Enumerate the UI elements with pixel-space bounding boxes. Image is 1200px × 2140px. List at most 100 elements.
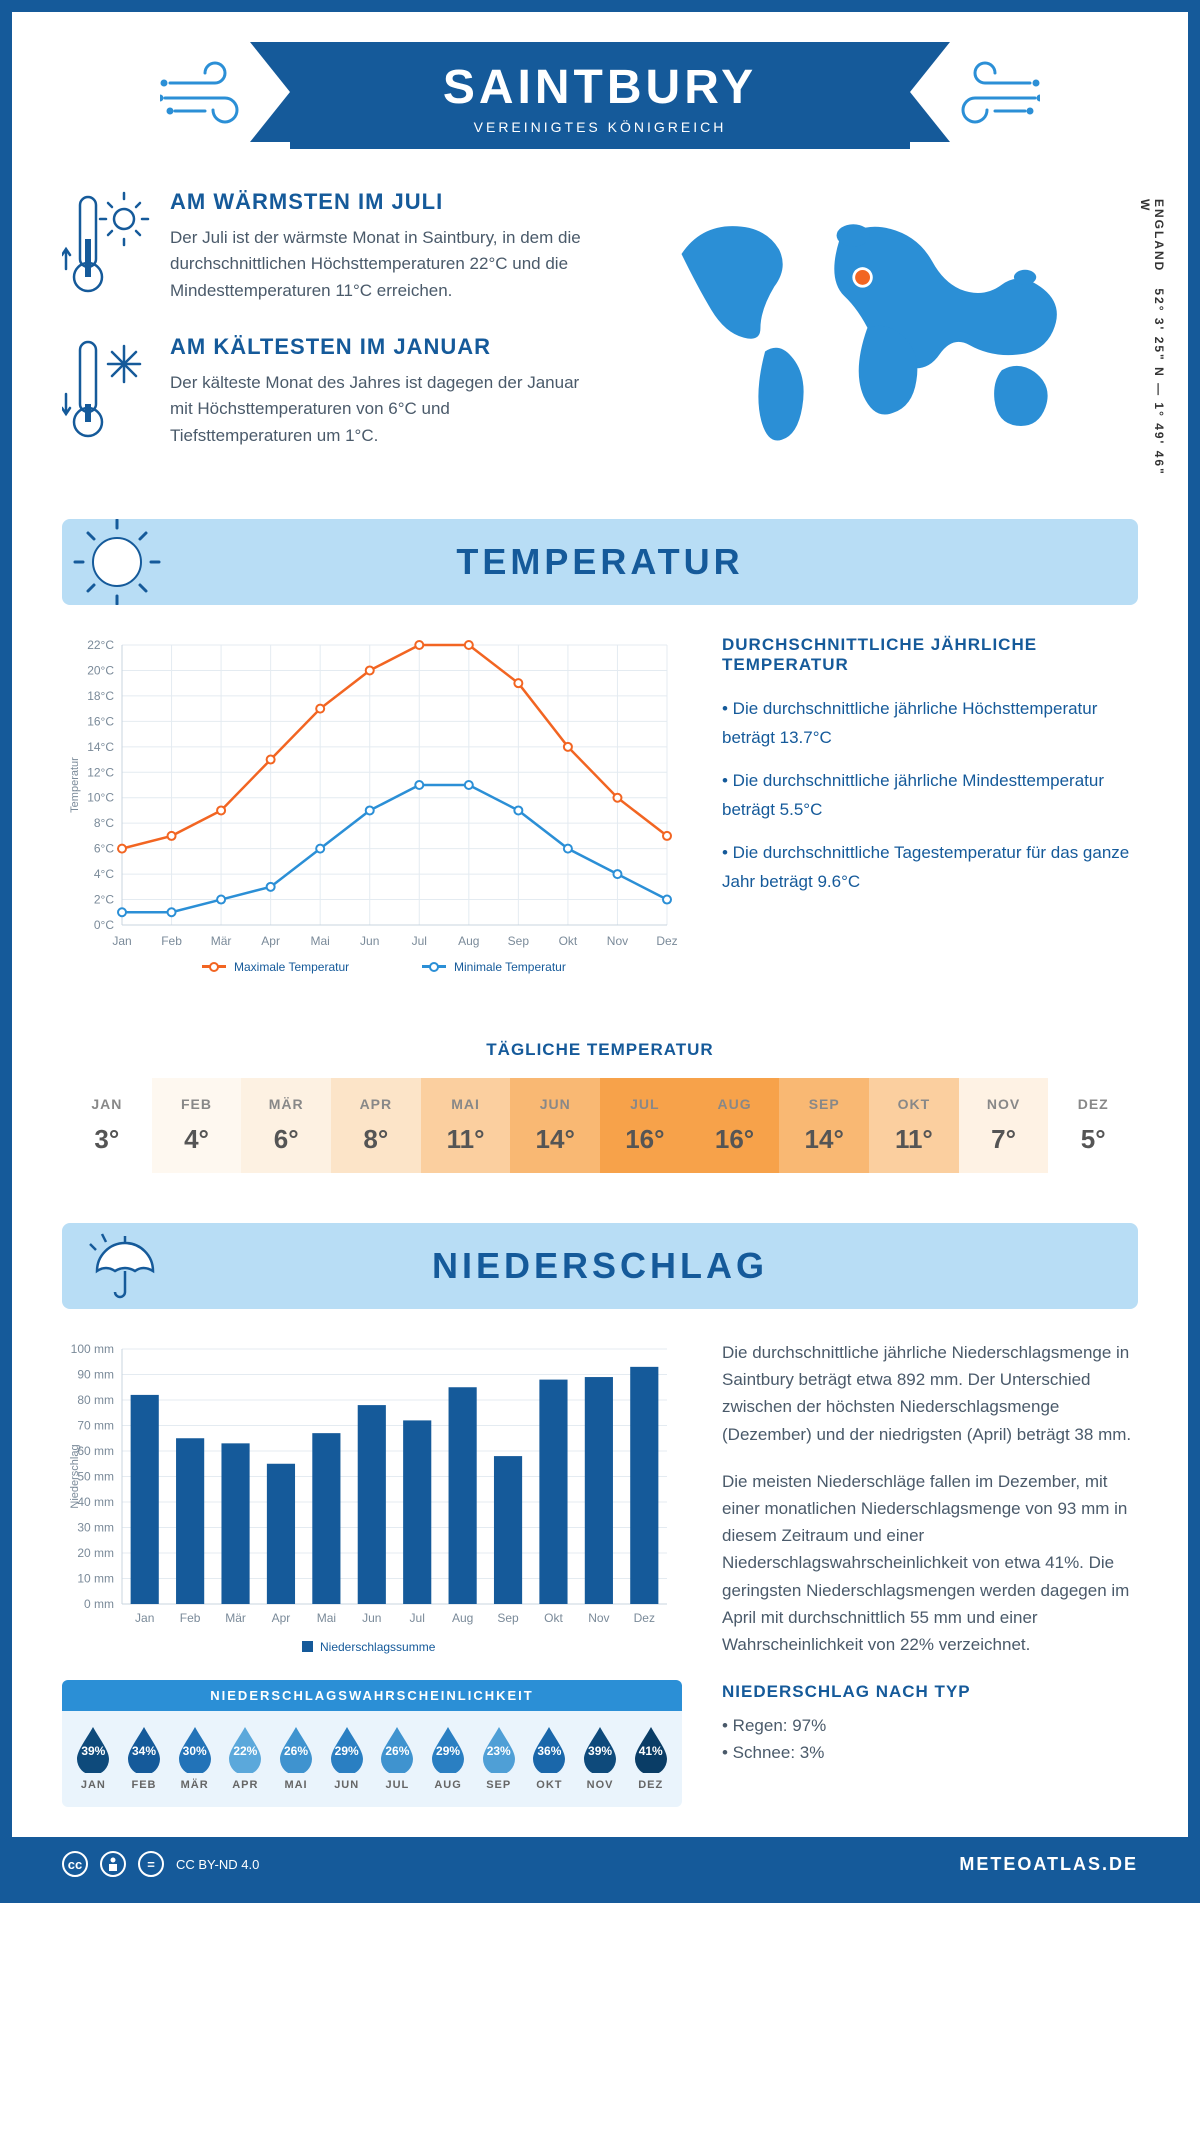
svg-text:Mai: Mai bbox=[311, 934, 330, 948]
cc-icon: cc bbox=[62, 1851, 88, 1877]
svg-text:Jun: Jun bbox=[360, 934, 379, 948]
precip-p2: Die meisten Niederschläge fallen im Deze… bbox=[722, 1468, 1138, 1658]
nd-icon: = bbox=[138, 1851, 164, 1877]
drop-cell: 22%APR bbox=[220, 1725, 271, 1791]
drop-cell: 39%JAN bbox=[68, 1725, 119, 1791]
drop-cell: 36%OKT bbox=[524, 1725, 575, 1791]
coldest-title: AM KÄLTESTEN IM JANUAR bbox=[170, 334, 585, 360]
wind-icon-left bbox=[160, 53, 260, 138]
svg-text:12°C: 12°C bbox=[87, 765, 114, 779]
drop-cell: 26%JUL bbox=[372, 1725, 423, 1791]
svg-text:Apr: Apr bbox=[272, 1611, 291, 1625]
sun-icon bbox=[62, 519, 182, 605]
drop-cell: 29%AUG bbox=[423, 1725, 474, 1791]
location-title: SAINTBURY bbox=[390, 60, 810, 115]
world-map-icon bbox=[615, 189, 1138, 449]
drop-cell: 34%FEB bbox=[119, 1725, 170, 1791]
map-block: ENGLAND 52° 3' 25" N — 1° 49' 46" W bbox=[615, 189, 1138, 479]
svg-text:Mär: Mär bbox=[211, 934, 232, 948]
svg-text:4°C: 4°C bbox=[94, 867, 114, 881]
warmest-block: AM WÄRMSTEN IM JULI Der Juli ist der wär… bbox=[62, 189, 585, 304]
svg-text:Jul: Jul bbox=[410, 1611, 425, 1625]
svg-text:Apr: Apr bbox=[261, 934, 280, 948]
heat-cell: FEB4° bbox=[152, 1078, 242, 1173]
heat-cell: MAI11° bbox=[421, 1078, 511, 1173]
location-subtitle: VEREINIGTES KÖNIGREICH bbox=[390, 119, 810, 135]
wind-icon-right bbox=[940, 53, 1040, 138]
drop-cell: 26%MAI bbox=[271, 1725, 322, 1791]
coldest-block: AM KÄLTESTEN IM JANUAR Der kälteste Mona… bbox=[62, 334, 585, 449]
svg-text:10 mm: 10 mm bbox=[77, 1572, 114, 1586]
svg-text:Jul: Jul bbox=[412, 934, 427, 948]
svg-text:14°C: 14°C bbox=[87, 740, 114, 754]
drop-cell: 41%DEZ bbox=[625, 1725, 676, 1791]
svg-text:Dez: Dez bbox=[634, 1611, 655, 1625]
drop-cell: 23%SEP bbox=[473, 1725, 524, 1791]
svg-text:20 mm: 20 mm bbox=[77, 1546, 114, 1560]
heat-cell: SEP14° bbox=[779, 1078, 869, 1173]
footer: cc = CC BY-ND 4.0 METEOATLAS.DE bbox=[12, 1837, 1188, 1891]
svg-text:16°C: 16°C bbox=[87, 714, 114, 728]
heat-cell: MÄR6° bbox=[241, 1078, 331, 1173]
warmest-title: AM WÄRMSTEN IM JULI bbox=[170, 189, 585, 215]
drop-cell: 29%JUN bbox=[321, 1725, 372, 1791]
svg-text:Aug: Aug bbox=[458, 934, 479, 948]
svg-text:0 mm: 0 mm bbox=[84, 1597, 114, 1611]
avg-temp-b1: • Die durchschnittliche jährliche Höchst… bbox=[722, 695, 1138, 753]
precipitation-banner: NIEDERSCHLAG bbox=[62, 1223, 1138, 1309]
precipitation-heading: NIEDERSCHLAG bbox=[182, 1245, 1138, 1287]
svg-text:Niederschlagssumme: Niederschlagssumme bbox=[320, 1640, 436, 1654]
svg-text:60 mm: 60 mm bbox=[77, 1444, 114, 1458]
thermometer-snow-icon bbox=[62, 334, 152, 449]
temperature-heading: TEMPERATUR bbox=[182, 541, 1138, 583]
avg-temp-b2: • Die durchschnittliche jährliche Mindes… bbox=[722, 767, 1138, 825]
license-text: CC BY-ND 4.0 bbox=[176, 1857, 259, 1872]
svg-text:Nov: Nov bbox=[607, 934, 628, 948]
temperature-line-chart: 0°C2°C4°C6°C8°C10°C12°C14°C16°C18°C20°C2… bbox=[62, 635, 682, 995]
precip-rain: • Regen: 97% bbox=[722, 1712, 1138, 1739]
svg-text:Feb: Feb bbox=[161, 934, 182, 948]
heat-cell: OKT11° bbox=[869, 1078, 959, 1173]
avg-temp-b3: • Die durchschnittliche Tagestemperatur … bbox=[722, 839, 1138, 897]
svg-text:50 mm: 50 mm bbox=[77, 1470, 114, 1484]
svg-text:Okt: Okt bbox=[559, 934, 578, 948]
precipitation-bar-chart: 0 mm10 mm20 mm30 mm40 mm50 mm60 mm70 mm8… bbox=[62, 1339, 682, 1659]
heat-cell: JUL16° bbox=[600, 1078, 690, 1173]
avg-temp-title: DURCHSCHNITTLICHE JÄHRLICHE TEMPERATUR bbox=[722, 635, 1138, 675]
svg-text:Sep: Sep bbox=[508, 934, 530, 948]
by-icon bbox=[100, 1851, 126, 1877]
umbrella-icon bbox=[62, 1223, 182, 1309]
warmest-text: Der Juli ist der wärmste Monat in Saintb… bbox=[170, 225, 585, 304]
svg-text:Jan: Jan bbox=[135, 1611, 154, 1625]
svg-text:Minimale Temperatur: Minimale Temperatur bbox=[454, 960, 566, 974]
svg-text:10°C: 10°C bbox=[87, 791, 114, 805]
heat-cell: DEZ5° bbox=[1048, 1078, 1138, 1173]
precip-type-title: NIEDERSCHLAG NACH TYP bbox=[722, 1682, 1138, 1702]
svg-text:90 mm: 90 mm bbox=[77, 1368, 114, 1382]
svg-text:80 mm: 80 mm bbox=[77, 1393, 114, 1407]
svg-text:Dez: Dez bbox=[656, 934, 677, 948]
svg-text:Nov: Nov bbox=[588, 1611, 609, 1625]
svg-text:Aug: Aug bbox=[452, 1611, 473, 1625]
precip-snow: • Schnee: 3% bbox=[722, 1739, 1138, 1766]
svg-text:70 mm: 70 mm bbox=[77, 1419, 114, 1433]
svg-text:Maximale Temperatur: Maximale Temperatur bbox=[234, 960, 349, 974]
svg-text:Jan: Jan bbox=[112, 934, 131, 948]
svg-text:Sep: Sep bbox=[497, 1611, 519, 1625]
svg-text:6°C: 6°C bbox=[94, 842, 114, 856]
temperature-banner: TEMPERATUR bbox=[62, 519, 1138, 605]
svg-text:40 mm: 40 mm bbox=[77, 1495, 114, 1509]
title-ribbon: SAINTBURY VEREINIGTES KÖNIGREICH bbox=[290, 42, 910, 149]
drops-title: NIEDERSCHLAGSWAHRSCHEINLICHKEIT bbox=[62, 1680, 682, 1711]
daily-temp-title: TÄGLICHE TEMPERATUR bbox=[62, 1040, 1138, 1060]
svg-text:20°C: 20°C bbox=[87, 664, 114, 678]
svg-text:18°C: 18°C bbox=[87, 689, 114, 703]
svg-text:Okt: Okt bbox=[544, 1611, 563, 1625]
svg-text:Niederschlag: Niederschlag bbox=[69, 1444, 81, 1508]
svg-text:Temperatur: Temperatur bbox=[69, 757, 81, 813]
svg-text:Mär: Mär bbox=[225, 1611, 246, 1625]
precip-p1: Die durchschnittliche jährliche Niedersc… bbox=[722, 1339, 1138, 1448]
svg-text:100 mm: 100 mm bbox=[71, 1342, 114, 1356]
svg-text:Feb: Feb bbox=[180, 1611, 201, 1625]
heat-cell: JUN14° bbox=[510, 1078, 600, 1173]
